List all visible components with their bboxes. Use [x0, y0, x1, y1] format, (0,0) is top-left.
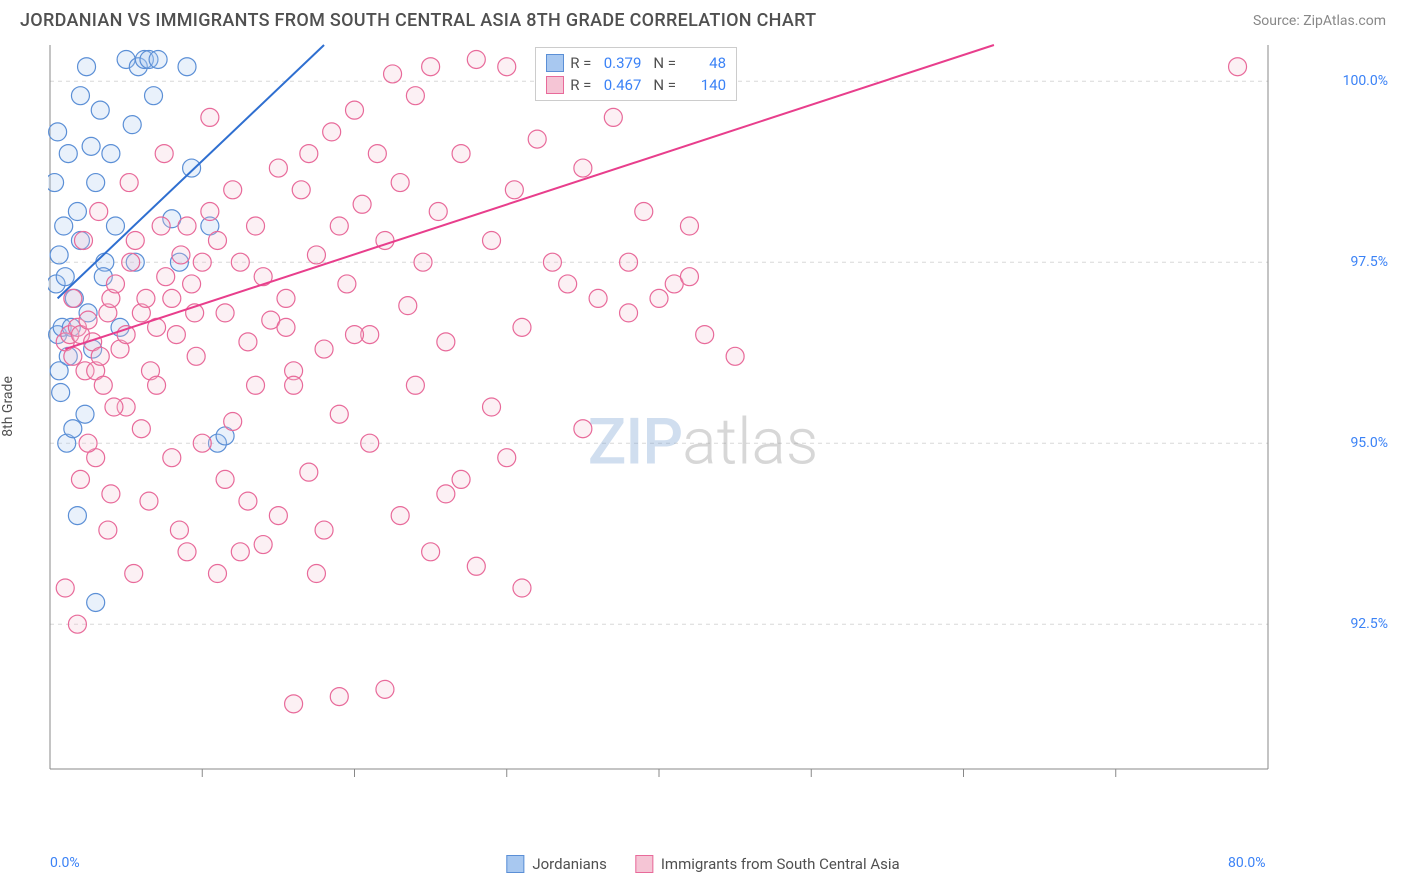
scatter-plot [48, 39, 1328, 809]
legend-item-south-central-asia: Immigrants from South Central Asia [635, 855, 900, 873]
y-tick-label: 95.0% [1350, 435, 1388, 451]
stats-swatch-icon [546, 76, 564, 94]
y-tick-label: 97.5% [1350, 254, 1388, 270]
stats-row: R = 0.467 N = 140 [546, 74, 726, 96]
legend-label: Jordanians [532, 855, 607, 873]
y-axis-label: 8th Grade [0, 376, 16, 437]
bottom-legend: Jordanians Immigrants from South Central… [506, 855, 899, 873]
y-tick-label: 100.0% [1343, 73, 1388, 89]
stats-r-value: 0.379 [597, 54, 641, 72]
stats-n-value: 140 [682, 76, 726, 94]
legend-item-jordanians: Jordanians [506, 855, 607, 873]
stats-r-label: R = [570, 76, 591, 94]
chart-container: 8th Grade ZIPatlas R = 0.379 N = 48 R = … [0, 39, 1406, 879]
x-tick-label: 80.0% [1228, 855, 1266, 871]
stats-n-value: 48 [682, 54, 726, 72]
chart-title: JORDANIAN VS IMMIGRANTS FROM SOUTH CENTR… [20, 10, 816, 31]
x-tick-label: 0.0% [50, 855, 80, 871]
stats-r-label: R = [570, 54, 591, 72]
legend-swatch-icon [635, 855, 653, 873]
y-tick-label: 92.5% [1350, 616, 1388, 632]
legend-label: Immigrants from South Central Asia [661, 855, 900, 873]
stats-n-label: N = [653, 54, 676, 72]
source-attribution: Source: ZipAtlas.com [1253, 13, 1386, 29]
stats-n-label: N = [653, 76, 676, 94]
stats-r-value: 0.467 [597, 76, 641, 94]
chart-header: JORDANIAN VS IMMIGRANTS FROM SOUTH CENTR… [0, 0, 1406, 39]
stats-row: R = 0.379 N = 48 [546, 52, 726, 74]
correlation-stats-box: R = 0.379 N = 48 R = 0.467 N = 140 [535, 47, 737, 101]
legend-swatch-icon [506, 855, 524, 873]
stats-swatch-icon [546, 54, 564, 72]
